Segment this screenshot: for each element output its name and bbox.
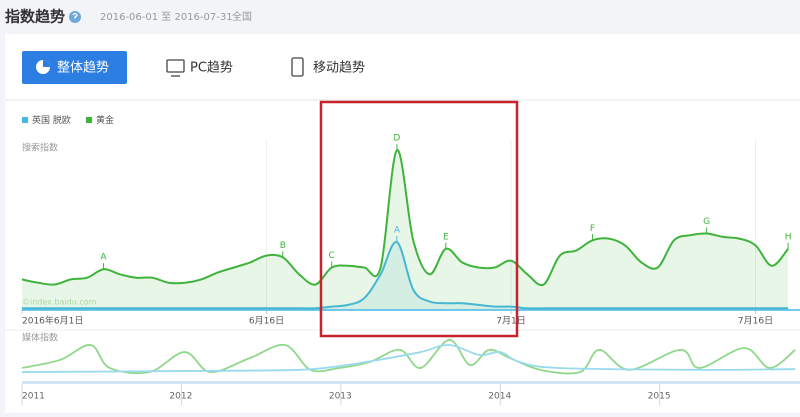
area [22,241,789,310]
range-axis [22,381,800,384]
x-tick-label: 2012 [169,392,192,402]
annotation: A [394,226,401,236]
annotation: B [280,241,286,251]
area [22,150,789,310]
media-line [21,344,796,373]
x-tick-label: 7月1日 [496,316,525,327]
date-range: 2016-06-01 至 2016-07-31 [100,11,233,23]
annotation: H [785,232,792,242]
annotation: F [590,224,595,234]
legend-label: 黄金 [96,114,114,126]
x-tick-label: 2016年6月1日 [22,315,83,327]
chart-subtitle: 搜索指数 [22,142,58,154]
watermark: ©index.baidu.com [22,298,97,307]
annotation: C [329,251,335,261]
help-glyph [72,12,78,19]
annotation: D [393,134,400,144]
legend-swatch [22,117,28,123]
x-tick-label: 2015 [648,392,671,402]
tab-label[interactable]: 移动趋势 [313,60,365,76]
line [22,241,789,310]
annotation: A [100,253,107,263]
annotation: G [703,217,710,227]
region: 全国 [232,10,252,23]
annotation: E [443,232,449,242]
pc-icon [166,59,185,73]
page-title: 指数趋势 [5,8,65,26]
tab-active[interactable] [22,51,127,84]
x-tick-label: 6月16日 [249,316,284,327]
tab-label[interactable]: 整体趋势 [57,60,109,76]
x-tick-label: 7月16日 [738,316,773,327]
pie-icon-slice [43,60,50,67]
media-line [21,338,796,375]
x-tick-label: 2014 [488,392,511,402]
x-tick-label: 2013 [329,392,352,402]
chart-subtitle: 媒体指数 [22,332,58,344]
tab-label[interactable]: PC趋势 [190,60,233,76]
legend-label: 英国 脱欧 [32,114,71,126]
highlight-box [319,100,519,338]
phone-icon [291,57,304,77]
card [5,34,800,413]
legend-swatch [86,117,92,123]
x-tick-label: 2011 [22,392,45,402]
line [21,149,789,287]
